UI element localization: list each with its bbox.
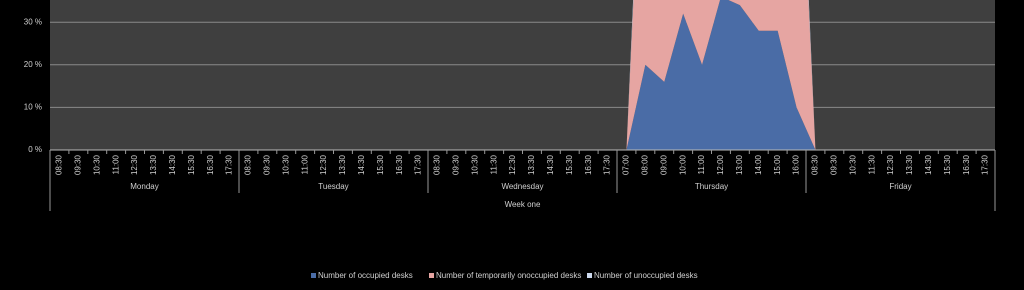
x-tick-label: 11:30 [489, 154, 498, 174]
x-tick-label: 14:00 [754, 154, 763, 175]
x-tick-label: 08:30 [811, 154, 820, 175]
x-tick-label: 10:30 [281, 154, 290, 175]
x-tick-label: 09:30 [451, 154, 460, 175]
y-tick-label: 10 % [24, 103, 42, 112]
legend-swatch [311, 273, 316, 278]
group-label: Monday [130, 182, 158, 191]
x-tick-label: 08:30 [55, 154, 64, 175]
x-tick-label: 09:00 [659, 154, 668, 175]
legend-label: Number of occupied desks [318, 271, 413, 280]
group-label: Friday [889, 182, 911, 191]
legend-swatch [587, 273, 592, 278]
x-tick-label: 09:30 [73, 154, 82, 175]
x-tick-label: 16:00 [792, 154, 801, 175]
group-label: Wednesday [501, 182, 543, 191]
x-tick-label: 09:30 [262, 154, 271, 175]
x-tick-label: 16:30 [962, 154, 971, 175]
x-tick-label: 17:30 [414, 154, 423, 175]
y-tick-label: 0 % [28, 145, 42, 154]
x-tick-label: 11:00 [111, 154, 120, 174]
area [59, 0, 986, 150]
y-tick-label: 30 % [24, 17, 42, 26]
x-tick-label: 10:30 [848, 154, 857, 175]
x-tick-label: 11:00 [697, 154, 706, 174]
x-tick-label: 10:30 [92, 154, 101, 175]
legend-label: Number of unoccupied desks [594, 271, 698, 280]
x-tick-label: 07:00 [622, 154, 631, 175]
x-tick-label: 12:00 [716, 154, 725, 175]
x-tick-label: 11:30 [867, 154, 876, 174]
x-tick-label: 14:30 [168, 154, 177, 175]
x-tick-label: 15:00 [773, 154, 782, 175]
x-tick-label: 13:30 [905, 154, 914, 175]
x-tick-label: 13:30 [149, 154, 158, 175]
x-tick-label: 15:30 [943, 154, 952, 175]
x-tick-label: 11:00 [300, 154, 309, 174]
x-tick-label: 12:30 [130, 154, 139, 175]
y-tick-label: 20 % [24, 60, 42, 69]
x-tick-label: 08:30 [244, 154, 253, 175]
legend-label: Number of temporarily onoccupied desks [436, 271, 581, 280]
x-tick-label: 08:00 [640, 154, 649, 175]
x-tick-label: 12:30 [886, 154, 895, 175]
x-tick-label: 12:30 [508, 154, 517, 175]
x-tick-label: 13:30 [527, 154, 536, 175]
x-tick-label: 15:30 [187, 154, 196, 175]
x-tick-label: 13:30 [338, 154, 347, 175]
x-tick-label: 08:30 [433, 154, 442, 175]
x-tick-label: 17:30 [603, 154, 612, 175]
x-tick-label: 16:30 [206, 154, 215, 175]
x-tick-label: 17:30 [225, 154, 234, 175]
x-tick-label: 14:30 [546, 154, 555, 175]
x-tick-label: 14:30 [924, 154, 933, 175]
x-tick-label: 17:30 [981, 154, 990, 175]
group-label: Tuesday [318, 182, 348, 191]
x-tick-label: 16:30 [584, 154, 593, 175]
x-tick-label: 13:00 [735, 154, 744, 175]
areas [59, 0, 986, 150]
group-label: Thursday [695, 182, 728, 191]
x-tick-label: 10:00 [678, 154, 687, 175]
area [59, 0, 986, 150]
outer-group-label: Week one [505, 200, 541, 209]
x-tick-label: 16:30 [395, 154, 404, 175]
x-tick-label: 10:30 [470, 154, 479, 175]
axes: 0 % 10 % 20 % 30 % 08:30 09:30 10:30 11:00 12:30… [24, 17, 996, 280]
x-tick-label: 09:30 [829, 154, 838, 175]
legend-swatch [429, 273, 434, 278]
x-tick-label: 15:30 [376, 154, 385, 175]
x-tick-label: 12:30 [319, 154, 328, 175]
x-tick-label: 15:30 [565, 154, 574, 175]
plot-area [50, 0, 995, 150]
x-tick-label: 14:30 [357, 154, 366, 175]
